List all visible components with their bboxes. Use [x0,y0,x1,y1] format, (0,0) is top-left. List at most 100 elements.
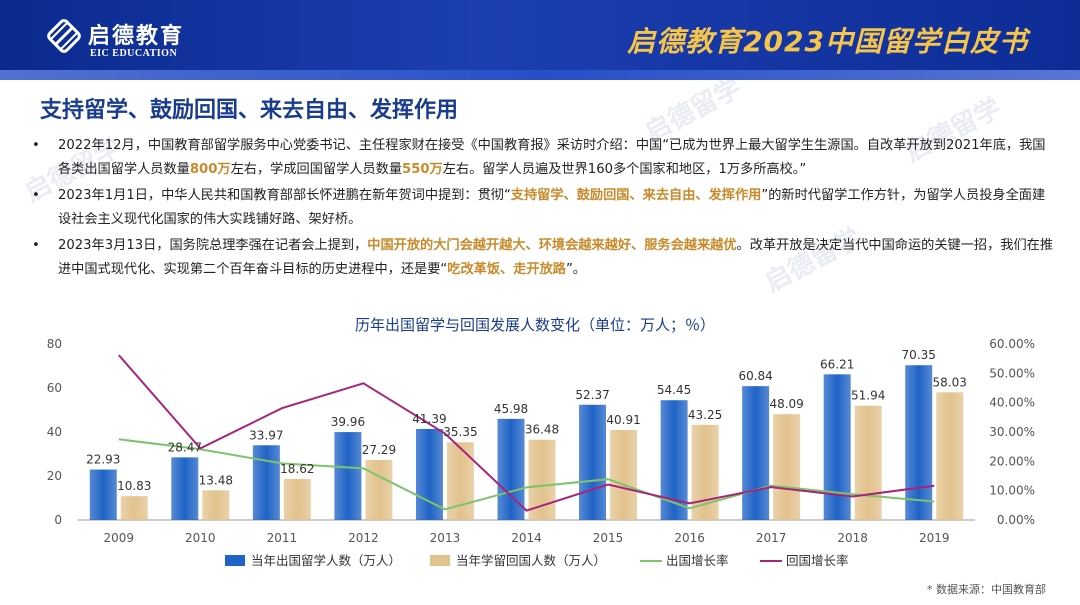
bar-data-label: 45.98 [494,402,528,416]
bar-data-label: 28.47 [168,440,202,454]
bullet-text: 2023年3月13日，国务院总理李强在记者会上提到， [58,238,368,253]
bar [610,429,638,520]
header-bar: 启德教育 EIC EDUCATION 启德教育2023中国留学白皮书 [0,0,1080,80]
y-right-tick-label: 0.00% [997,513,1035,527]
bullet-text: ”。 [565,262,586,277]
bullet-text: 左右。留学人员遍及世界160多个国家和地区，1万多所高校。” [442,162,807,177]
header-stripe [0,70,1080,80]
logo-icon [47,19,81,53]
logo-text: 启德教育 [88,24,185,49]
bullet-item: • 2023年1月1日，中华人民共和国教育部部长怀进鹏在新年贺词中提到：贯彻“支持… [30,184,1055,232]
bar-data-label: 51.94 [851,389,885,403]
bar [579,404,607,520]
x-tick-label: 2017 [756,531,787,545]
highlight-text: 支持留学、鼓励回国、来去自由、发挥作用 [510,188,762,203]
bar-data-label: 66.21 [820,357,854,371]
y-right-tick-label: 10.00% [989,484,1035,498]
x-tick-label: 2018 [837,531,868,545]
data-source-note: * 数据来源：中国教育部 [927,583,1046,596]
legend-swatch [225,555,245,566]
y-right-tick-label: 50.00% [989,366,1035,380]
bar [334,432,362,520]
chart-title: 历年出国留学与回国发展人数变化（单位：万人；％） [355,316,715,334]
bullet-text: 。改革开放是决定当代中国命运的关键一招，我们在推进中国式现代化、实现第二个百年奋… [58,238,1054,277]
bar-data-label: 10.83 [117,479,151,493]
brand-logo: 启德教育 EIC EDUCATION [46,14,196,66]
y-right-tick-label: 40.00% [989,396,1035,410]
bullet-item: • 2023年3月13日，国务院总理李强在记者会上提到，中国开放的大门会越开越大、… [30,234,1055,282]
bar-data-label: 35.35 [443,425,477,439]
document-title: 启德教育2023中国留学白皮书 [627,25,1028,58]
bar [854,405,882,520]
bar [905,365,933,520]
bar-data-label: 48.09 [769,397,803,411]
bullet-list: • 2022年12月，中国教育部留学服务中心党委书记、主任程家财在接受《中国教育报… [30,134,1055,284]
legend-swatch [430,555,450,566]
bar-data-label: 22.93 [86,453,120,467]
bar [171,457,199,520]
bar-data-label: 60.84 [738,369,772,383]
x-tick-label: 2010 [185,531,216,545]
bar [742,386,770,520]
legend-label: 出国增长率 [666,553,729,568]
x-tick-label: 2014 [511,531,542,545]
highlight-text: 800万 [189,162,231,177]
bullet-text: 左右，学成回国留学人员数量 [230,162,403,177]
bar-data-label: 39.96 [331,415,365,429]
bar [415,428,443,520]
bar-data-label: 43.25 [688,408,722,422]
bullet-item: • 2022年12月，中国教育部留学服务中心党委书记、主任程家财在接受《中国教育报… [30,134,1055,182]
x-tick-label: 2011 [267,531,298,545]
growth-chart: 历年出国留学与回国发展人数变化（单位：万人；％） 0 20 40 60 80 0.00% 1… [47,316,1035,568]
legend-label: 当年学留回国人数（万人） [456,553,606,568]
bullet-text: ”的新时代留学工作方针，为留学人员投身全面建设社会主义现代化国家的伟大实践铺好路… [58,188,1046,227]
bullet-dot: • [32,138,40,153]
bar [936,392,964,520]
bullet-dot: • [32,188,40,203]
bar [773,414,801,520]
bar-data-label: 52.37 [575,388,609,402]
y-right-tick-label: 20.00% [989,454,1035,468]
highlight-text: 中国开放的大门会越开越大、环境会越来越好、服务会越来越优 [367,238,737,253]
section-title: 支持留学、鼓励回国、来去自由、发挥作用 [40,98,459,123]
highlight-text: 550万 [402,162,443,177]
bullet-text: 2023年1月1日，中华人民共和国教育部部长怀进鹏在新年贺词中提到：贯彻“ [58,188,511,203]
bar [252,445,280,520]
y-left-tick-label: 0 [54,513,62,527]
y-left-tick-label: 80 [47,337,62,351]
x-tick-label: 2012 [348,531,379,545]
series-line [118,354,935,512]
x-tick-label: 2016 [674,531,705,545]
bar-data-label: 58.03 [933,375,967,389]
bar-data-label: 40.91 [606,413,640,427]
y-left-tick-label: 40 [47,425,62,439]
series-line [118,438,935,511]
bar-data-label: 54.45 [657,383,691,397]
bar-data-label: 70.35 [902,348,936,362]
bar-data-label: 36.48 [525,423,559,437]
logo-subtext: EIC EDUCATION [90,48,178,59]
legend-label: 当年出国留学人数（万人） [251,553,401,568]
bar-data-label: 18.62 [280,462,314,476]
x-tick-label: 2019 [919,531,950,545]
bar-data-label: 13.48 [199,473,233,487]
x-tick-label: 2015 [593,531,624,545]
bullet-text: 2022年12月，中国教育部留学服务中心党委书记、主任程家财在接受《中国教育报》… [58,138,1046,177]
bar [120,496,148,520]
bar-data-label: 33.97 [249,428,283,442]
highlight-text: 吃改革饭、走开放路 [447,262,566,277]
bar-data-label: 41.39 [412,412,446,426]
bar [823,374,851,520]
y-left-tick-label: 60 [47,381,62,395]
y-left-tick-label: 20 [47,469,62,483]
bar [202,490,230,520]
bar [89,469,117,520]
x-tick-label: 2009 [103,531,134,545]
bullet-dot: • [32,238,40,253]
x-tick-label: 2013 [430,531,461,545]
y-right-tick-label: 30.00% [989,425,1035,439]
y-right-tick-label: 60.00% [989,337,1035,351]
bar-data-label: 27.29 [362,443,396,457]
bar [365,459,393,520]
legend-label: 回国增长率 [786,553,849,568]
